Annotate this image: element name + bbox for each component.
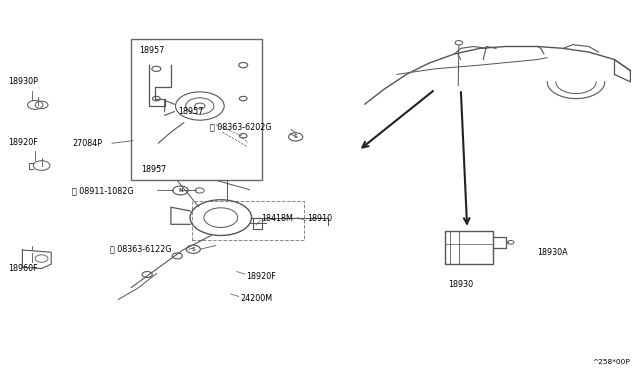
Text: Ⓢ 08363-6122G: Ⓢ 08363-6122G — [110, 245, 172, 254]
Bar — [131, 39, 262, 180]
Text: 18957: 18957 — [140, 46, 165, 55]
Text: N: N — [178, 188, 183, 193]
Text: 18930P: 18930P — [8, 77, 38, 86]
Bar — [445, 231, 493, 264]
Text: 18920F: 18920F — [246, 272, 276, 280]
Text: 18910: 18910 — [307, 214, 332, 223]
Text: ^258*00P: ^258*00P — [593, 359, 630, 365]
Text: 18957: 18957 — [141, 165, 166, 174]
Text: 18930A: 18930A — [538, 248, 568, 257]
Text: 18418M: 18418M — [261, 214, 293, 223]
Text: Ⓢ 08363-6202G: Ⓢ 08363-6202G — [210, 122, 271, 131]
Text: S: S — [294, 134, 298, 140]
Text: 18930: 18930 — [448, 280, 474, 289]
Text: Ⓝ 08911-1082G: Ⓝ 08911-1082G — [72, 186, 133, 195]
Bar — [192, 201, 304, 240]
Text: 18957: 18957 — [178, 107, 204, 116]
Text: 18920F: 18920F — [8, 138, 37, 147]
Text: 18960F: 18960F — [8, 264, 37, 273]
Text: 27084P: 27084P — [72, 139, 102, 148]
Text: 24200M: 24200M — [240, 294, 272, 303]
Text: S: S — [191, 247, 195, 252]
